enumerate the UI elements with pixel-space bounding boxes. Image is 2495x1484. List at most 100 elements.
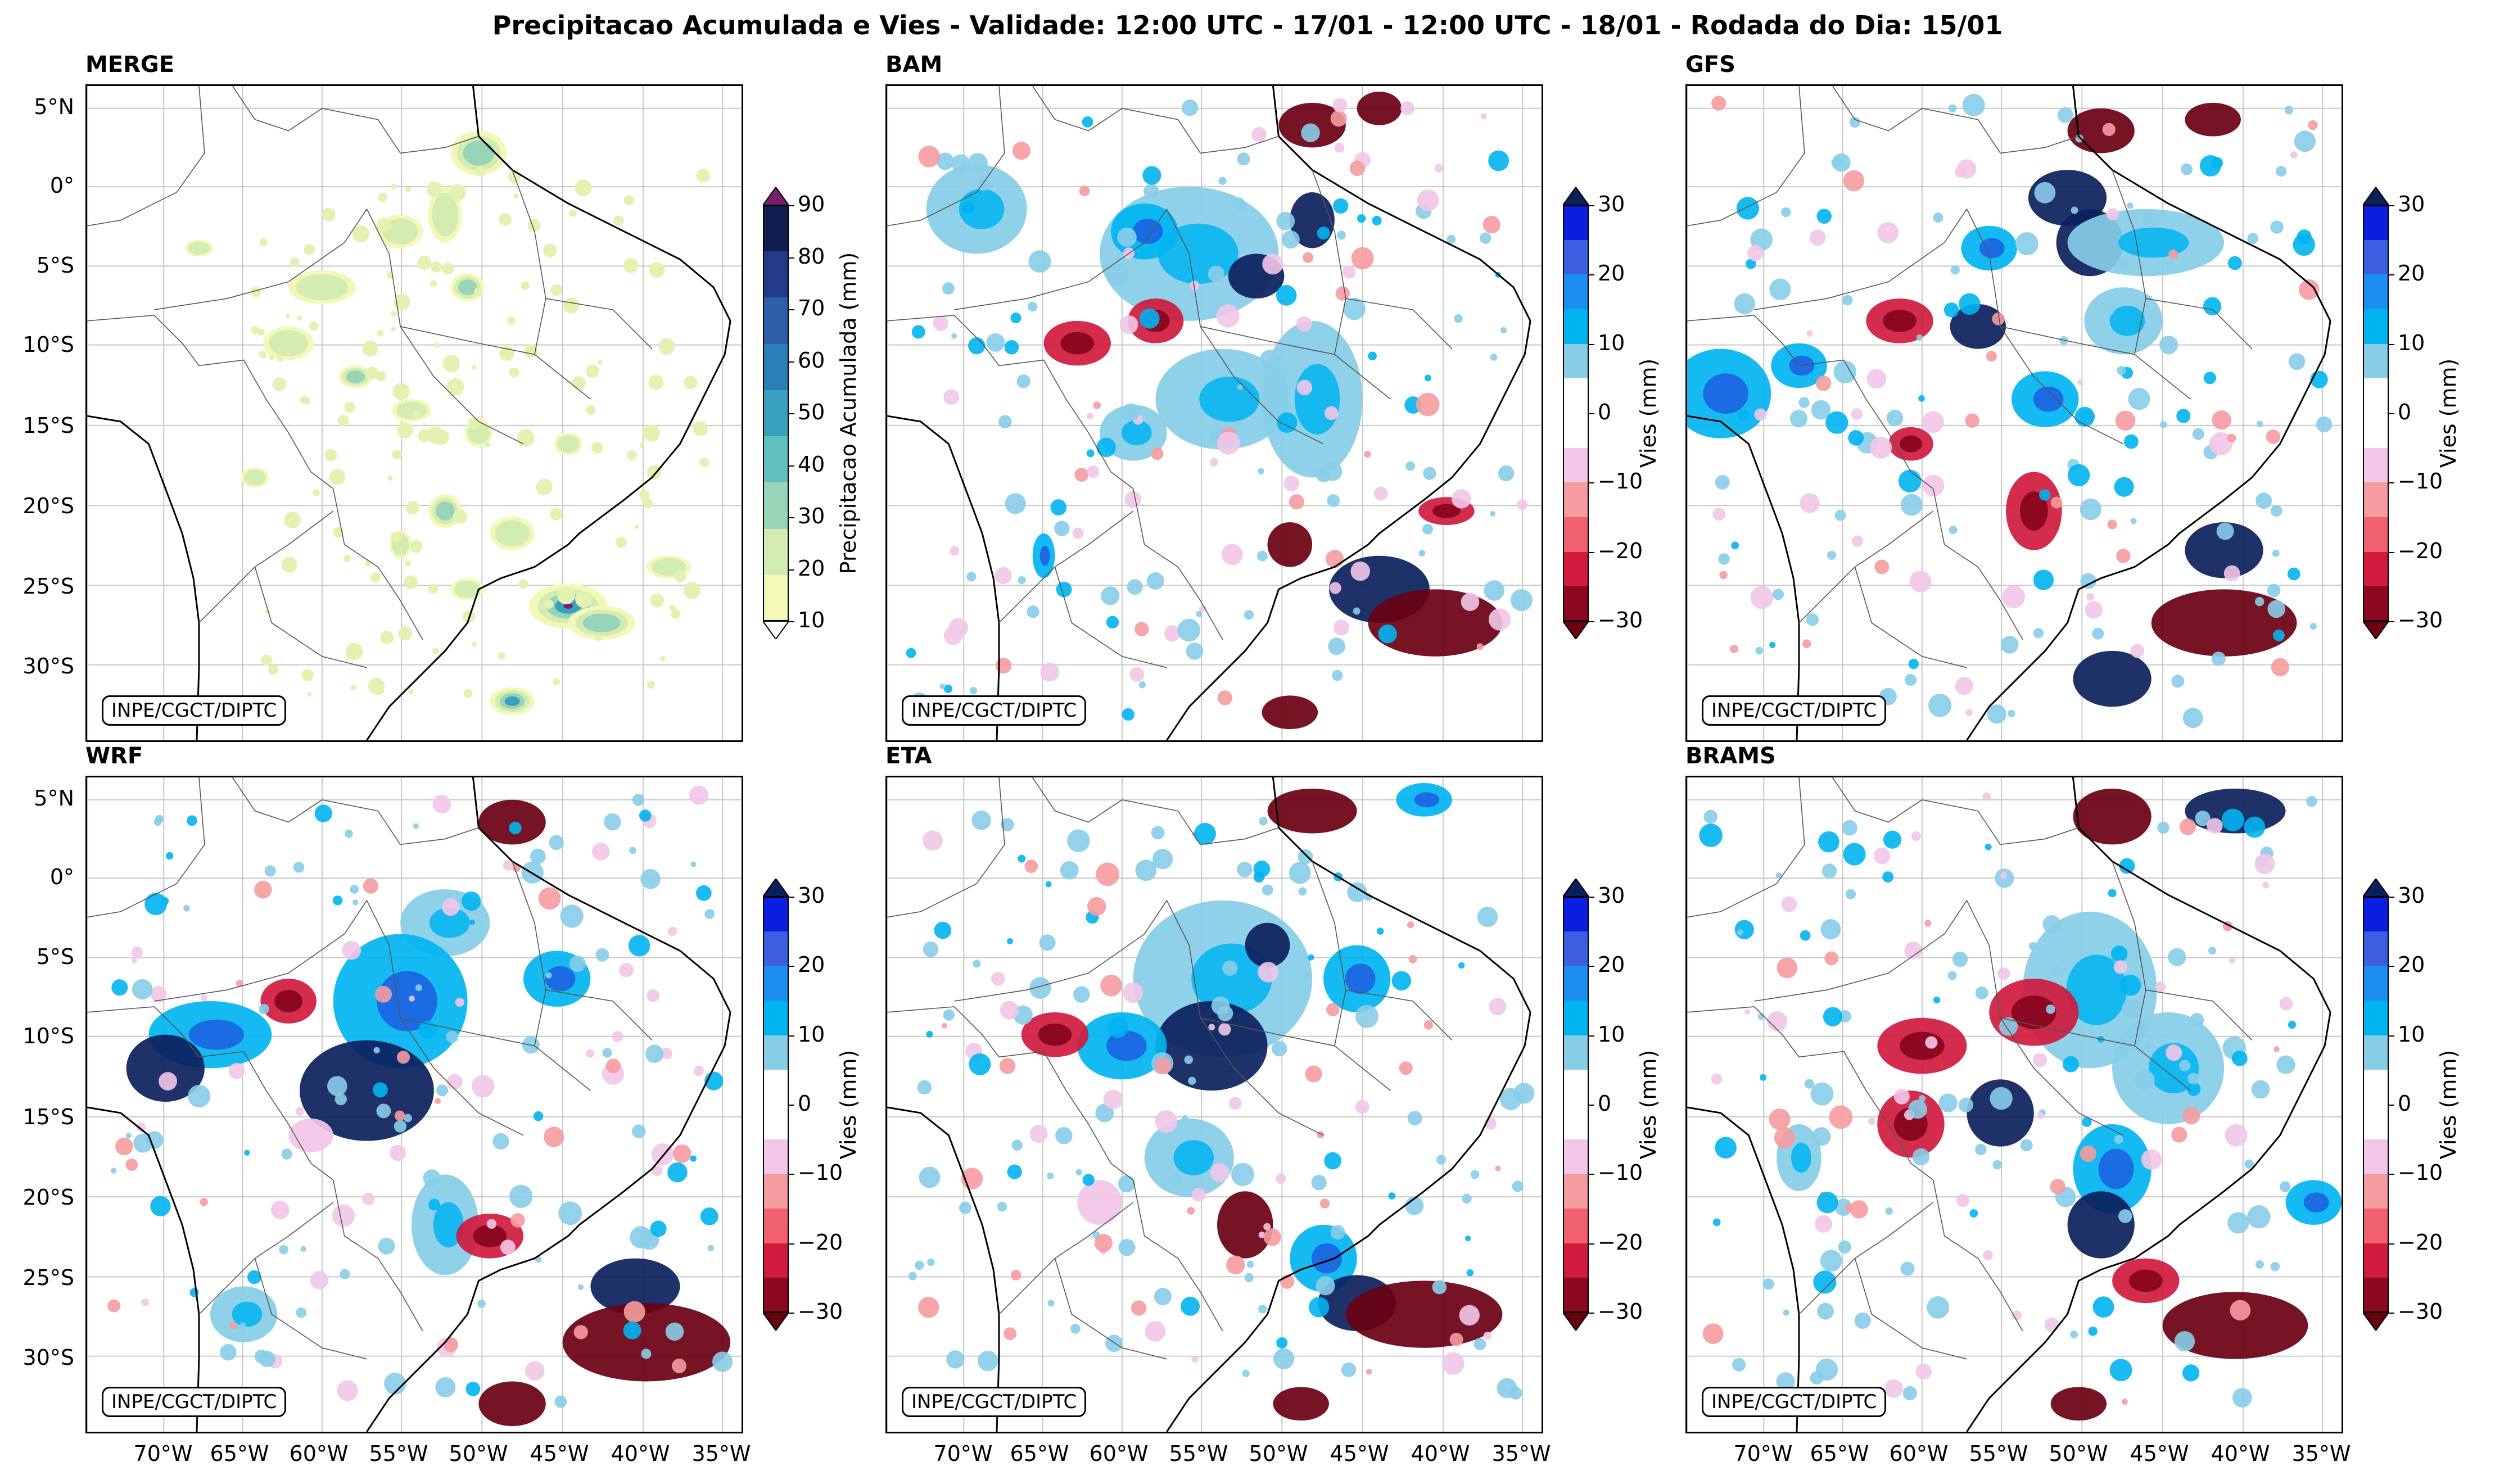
bias-core: [274, 990, 303, 1012]
state-border: [1687, 777, 1805, 918]
precip-speck: [544, 599, 554, 609]
state-border: [1200, 1017, 1391, 1091]
bias-speck: [1276, 1173, 1286, 1184]
colorbar-segment: [2363, 966, 2389, 1001]
lon-tick-label: 50°W: [2049, 1441, 2108, 1466]
bias-core: [1039, 545, 1050, 566]
bias-speck: [1007, 938, 1013, 944]
bias-speck: [1244, 610, 1254, 620]
bias-speck: [2050, 496, 2063, 509]
bias-speck: [125, 1158, 138, 1171]
bias-speck: [1129, 667, 1145, 682]
bias-speck: [2109, 1359, 2132, 1382]
bias-speck: [2092, 627, 2104, 640]
precip-speck: [404, 575, 418, 589]
bias-speck: [183, 905, 190, 912]
colorbar-frame: [763, 897, 789, 1313]
bias-core: [1060, 332, 1095, 355]
bias-speck: [1027, 605, 1039, 618]
map-panel-bam: BAM INPE/CGCT/DIPTC 30 20 10 0 −10 −20 −30 Vies (…: [885, 52, 1661, 742]
colorbar-tick-mark: [2389, 551, 2394, 553]
colorbar-tick-label: 0: [2398, 1091, 2412, 1116]
bias-speck: [1262, 254, 1283, 275]
colorbar-segment: [2363, 551, 2389, 587]
colorbar-tick-mark: [789, 309, 794, 310]
bias-speck: [1273, 365, 1288, 380]
bias-speck: [1965, 413, 1979, 428]
bias-speck: [1769, 278, 1791, 300]
colorbar-tick-label: −30: [2398, 608, 2443, 632]
bias-speck: [2306, 795, 2317, 807]
bias-speck: [2271, 658, 2290, 677]
bias-speck: [1816, 1192, 1838, 1214]
bias-speck: [1866, 369, 1887, 389]
bias-speck: [1882, 871, 1894, 883]
bias-speck: [131, 947, 143, 958]
bias-speck: [436, 1084, 449, 1097]
bias-speck: [1955, 677, 1973, 695]
bias-speck: [443, 1337, 459, 1352]
bias-speck: [2070, 1331, 2078, 1339]
bias-speck: [946, 1350, 965, 1369]
bias-core: [2019, 491, 2048, 531]
bias-speck: [1789, 410, 1808, 428]
colorbar-tick-label: −10: [798, 1160, 843, 1186]
precip-speck: [324, 448, 337, 462]
precip-speck: [507, 316, 516, 325]
bias-speck: [2122, 1399, 2128, 1405]
bias-speck: [1086, 449, 1095, 458]
bias-speck: [1816, 209, 1832, 224]
colorbar-segment: [763, 436, 789, 483]
colorbar-tick-mark: [1589, 1105, 1594, 1106]
bias-speck: [2256, 492, 2272, 509]
bias-speck: [1490, 510, 1496, 517]
state-border: [1966, 209, 2124, 445]
precip-speck: [300, 396, 308, 404]
bias-speck: [1276, 285, 1297, 306]
bias-speck: [1333, 619, 1349, 636]
lon-tick-label: 55°W: [1969, 1441, 2028, 1466]
colorbar-tick-label: −20: [1598, 538, 1643, 563]
state-border: [1054, 567, 1167, 668]
bias-cell: [1345, 1281, 1503, 1348]
bias-speck: [2211, 651, 2226, 666]
bias-speck: [1127, 579, 1143, 595]
bias-speck: [545, 972, 552, 979]
map-area: INPE/CGCT/DIPTC: [885, 84, 1543, 742]
bias-speck: [141, 1298, 149, 1306]
precip-speck: [623, 194, 635, 206]
bias-speck: [1405, 461, 1415, 471]
state-border: [154, 209, 368, 310]
precip-cell: [504, 696, 520, 706]
bias-speck: [707, 1245, 714, 1252]
colorbar-segment: [2363, 205, 2389, 241]
coastline: [887, 415, 1000, 740]
bias-speck: [1948, 104, 1956, 112]
precip-speck: [337, 415, 349, 427]
bias-speck: [1908, 1100, 1927, 1119]
colorbar-tick-mark: [1589, 1313, 1594, 1314]
bias-speck: [201, 994, 207, 1001]
bias-core: [2066, 954, 2127, 1025]
bias-speck: [1769, 641, 1776, 648]
bias-speck: [1833, 360, 1857, 383]
bias-speck: [1289, 862, 1311, 884]
bias-speck: [2267, 583, 2281, 598]
state-border: [1687, 86, 1805, 227]
bias-speck: [1372, 215, 1382, 226]
bias-speck: [340, 1269, 350, 1279]
colorbar-tick-mark: [2389, 482, 2394, 484]
map-panel-merge: MERGE INPE/CGCT/DIPTC 5°N 0° 5°S 10°S 15°S 20°S…: [23, 52, 861, 742]
bias-speck: [2159, 336, 2178, 355]
bias-speck: [1231, 1162, 1254, 1187]
state-border: [366, 900, 524, 1136]
precip-speck: [572, 376, 586, 390]
lat-tick-label: 0°: [49, 173, 74, 198]
bias-speck: [1817, 1302, 1834, 1320]
bias-speck: [1155, 1110, 1178, 1133]
bias-speck: [1815, 375, 1832, 391]
bias-speck: [314, 804, 332, 822]
bias-core: [1345, 963, 1376, 994]
bias-speck: [1138, 681, 1146, 689]
bias-speck: [376, 1103, 391, 1119]
